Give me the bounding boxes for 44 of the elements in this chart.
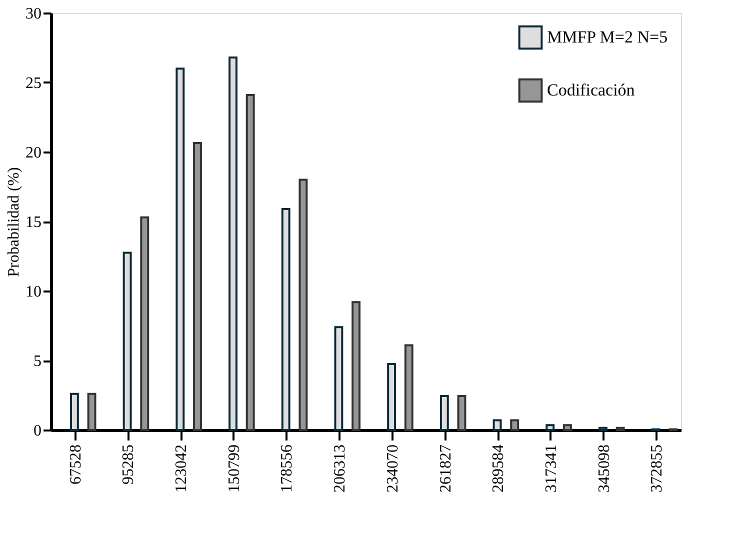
y-tick-label: 10 [26, 284, 42, 300]
x-tick-label: 261827 [437, 444, 454, 492]
x-tick-label: 372855 [648, 444, 666, 492]
bar [87, 392, 96, 431]
bar [562, 424, 572, 431]
bar [298, 178, 308, 431]
bar [616, 426, 625, 431]
bar [193, 142, 202, 431]
bar [246, 94, 255, 431]
bar [281, 208, 290, 431]
y-tick-label: 20 [26, 144, 42, 162]
y-axis-title: Probabilidad (%) [6, 167, 22, 277]
x-tick-label: 317341 [542, 444, 560, 492]
bar [546, 424, 555, 431]
bar [457, 394, 466, 431]
bar [598, 426, 608, 431]
y-tick-label: 25 [26, 75, 42, 92]
x-tick-label: 95285 [120, 444, 138, 484]
x-tick-label: 150799 [226, 444, 243, 492]
bar [334, 326, 344, 431]
bar [492, 419, 502, 431]
x-tick-label: 67528 [67, 444, 84, 484]
bar [140, 216, 150, 431]
bar [387, 362, 396, 431]
x-tick-label: 178556 [278, 444, 296, 492]
x-tick-label: 206313 [332, 444, 349, 492]
x-tick-label: 234070 [384, 444, 402, 492]
y-tick-label: 5 [34, 353, 42, 370]
bar [70, 392, 79, 431]
x-tick-label: 123042 [173, 444, 190, 492]
y-tick-label: 0 [34, 422, 42, 440]
x-tick-label: 289584 [490, 444, 508, 492]
bar [352, 301, 361, 431]
bar [440, 394, 449, 431]
x-tick-label: 345098 [596, 444, 613, 492]
legend-label: Codificación [547, 80, 636, 100]
bar [176, 68, 185, 431]
bar [228, 56, 238, 431]
bar [404, 344, 414, 431]
y-tick-label: 15 [26, 214, 42, 231]
y-tick-label: 30 [26, 6, 42, 22]
legend-label: MMFP M=2 N=5 [547, 28, 668, 46]
bar [510, 419, 520, 431]
bar [122, 252, 132, 431]
